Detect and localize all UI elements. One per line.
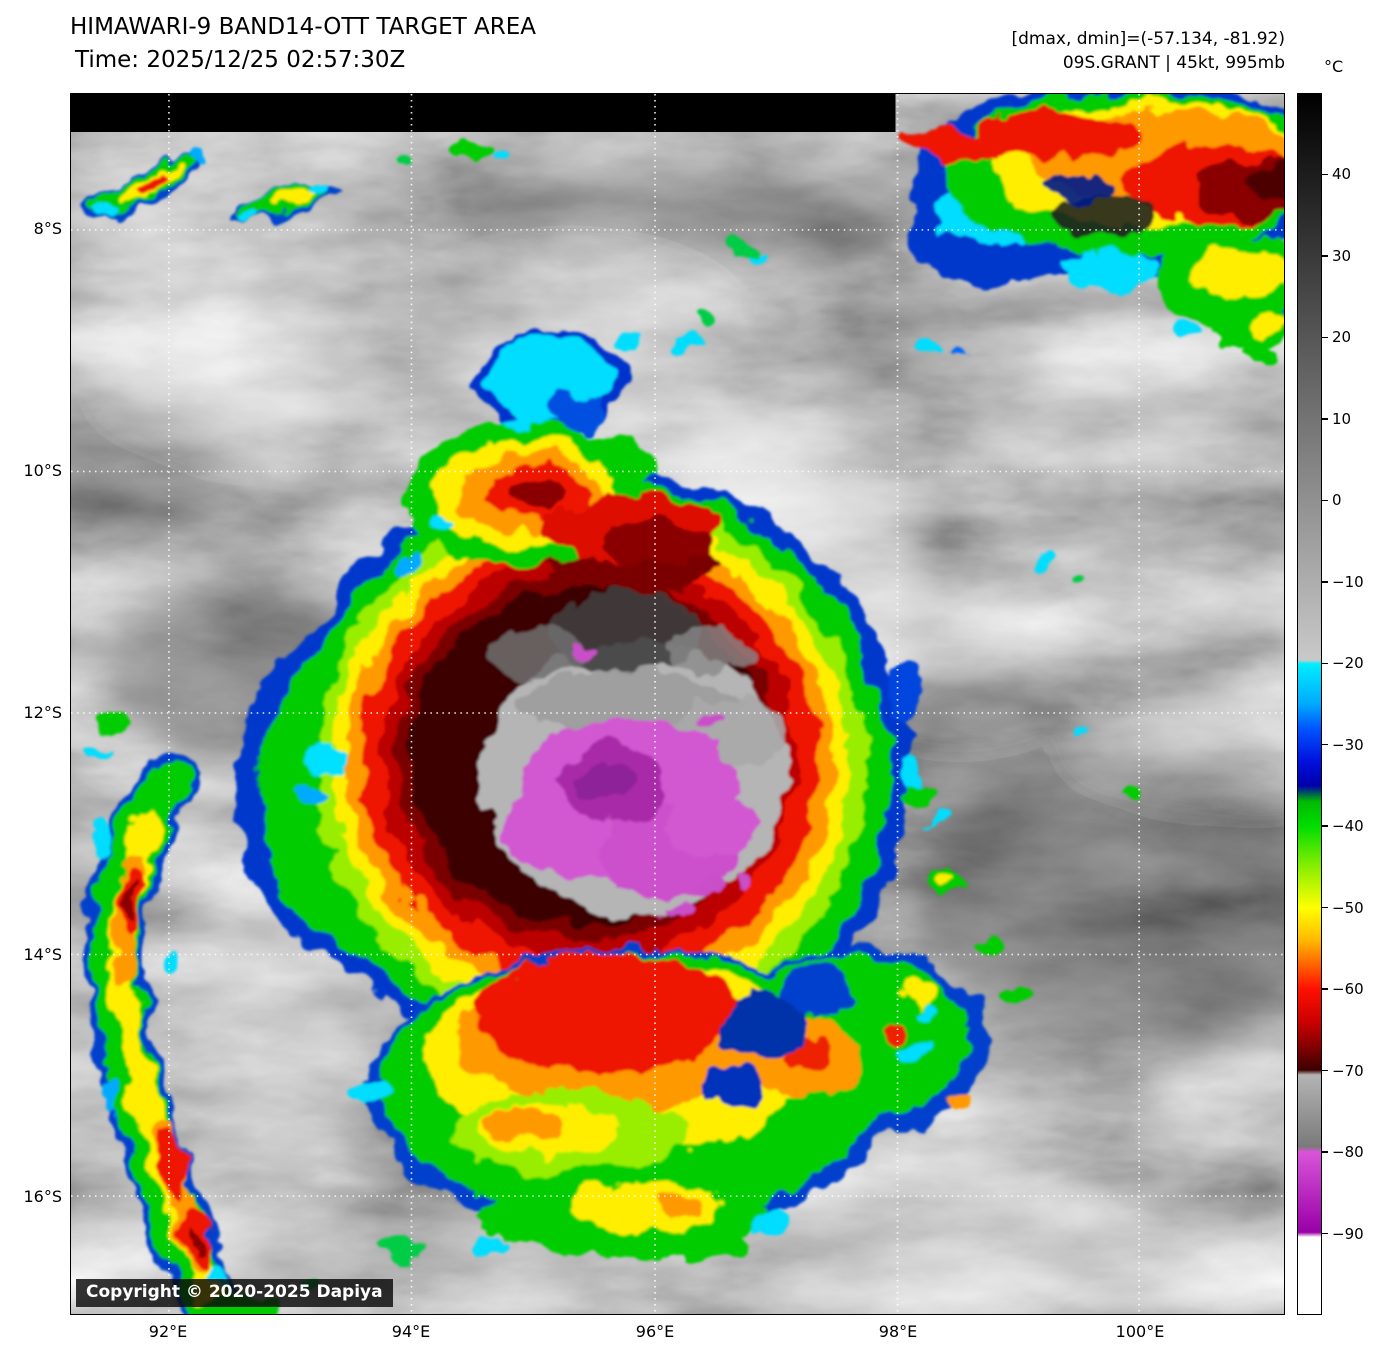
storm-info: 09S.GRANT | 45kt, 995mb [1062,53,1285,73]
colorbar-tick-mark [1322,743,1328,746]
lat-axis-label: 16°S [23,1187,62,1206]
colorbar-tick-label: −40 [1332,817,1364,836]
colorbar-tick-mark [1322,906,1328,909]
colorbar-tick-mark [1322,255,1328,257]
colorbar-tick-label: −60 [1332,980,1364,999]
colorbar [1297,93,1322,1315]
northwest-hook [398,423,715,572]
colorbar-tick-label: 20 [1332,328,1352,347]
lat-axis-label: 8°S [33,219,62,238]
lat-axis-label: 14°S [23,945,62,964]
colorbar-unit-label: °C [1324,57,1344,76]
lon-axis-label: 94°E [391,1322,431,1341]
colorbar-tick-label: 10 [1332,409,1352,428]
scattered-cells-east [873,335,1144,1112]
colorbar-tick-mark [1322,1069,1328,1072]
scattered-cells-bottom [380,1166,788,1264]
colorbar-tick-mark [1322,418,1328,420]
no-data-band [71,94,896,132]
colorbar-tick-mark [1322,499,1328,502]
colorbar-tick-mark [1322,1151,1328,1153]
colorbar-tick-label: 30 [1332,246,1352,265]
dmax-dmin-readout: [dmax, dmin]=(-57.134, -81.92) [1011,29,1286,49]
colorbar-tick-label: −10 [1332,572,1364,591]
lon-axis-label: 96°E [635,1322,675,1341]
colorbar-tick-label: −90 [1332,1224,1364,1243]
south-rainband [350,947,988,1238]
enhanced-cloud-features [84,94,1284,1314]
colorbar-tick-mark [1322,336,1328,339]
lon-axis-label: 92°E [148,1322,188,1341]
colorbar-tick-mark [1322,825,1328,827]
cloud-shading [71,163,1284,1314]
colorbar-tick-label: −80 [1332,1143,1364,1162]
colorbar-tick-mark [1322,988,1328,990]
copyright-badge: Copyright © 2020-2025 Dapiya [76,1279,393,1307]
colorbar-tick-mark [1322,662,1328,665]
colorbar-tick-mark [1322,581,1328,583]
lon-axis-label: 100°E [1115,1322,1165,1341]
satellite-map: Copyright © 2020-2025 Dapiya [70,93,1285,1315]
colorbar-tick-label: −30 [1332,735,1364,754]
storm-cluster-top-left [84,141,508,223]
storm-cluster-top-right [900,94,1284,366]
colorbar-tick-label: −20 [1332,654,1364,673]
colorbar-tick-label: −50 [1332,898,1364,917]
colorbar-tick-label: −70 [1332,1061,1364,1080]
cyan-cloud-patches-north [475,236,769,447]
figure-title: HIMAWARI-9 BAND14-OTT TARGET AREA [70,14,537,40]
colorbar-tick-label: 0 [1332,491,1342,510]
colorbar-tick-label: 40 [1332,165,1352,184]
figure-time: Time: 2025/12/25 02:57:30Z [75,47,406,73]
gridlines [71,94,1284,1314]
lat-axis-label: 12°S [23,703,62,722]
satellite-image [71,94,1284,1314]
cyclone-grant [235,423,920,1078]
colorbar-tick-mark [1322,1232,1328,1235]
lon-axis-label: 98°E [878,1322,918,1341]
colorbar-tick-mark [1322,173,1328,176]
coldest-tops-magenta [504,643,756,920]
lat-axis-label: 10°S [23,461,62,480]
colorbar-gradient [1298,94,1321,1314]
